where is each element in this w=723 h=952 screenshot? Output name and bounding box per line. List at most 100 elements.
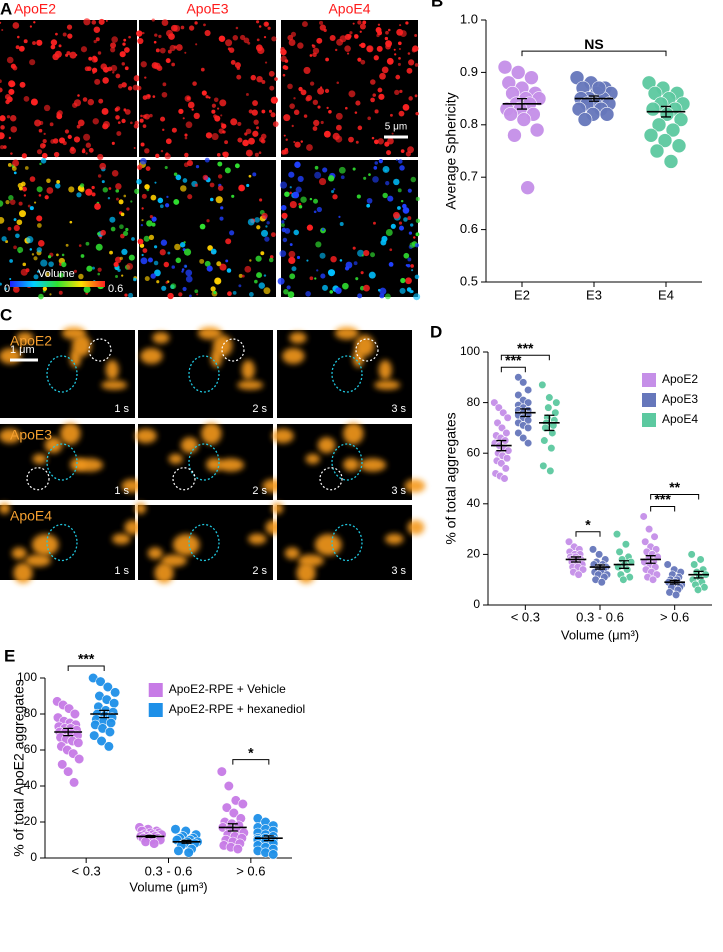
particle (410, 264, 414, 268)
particle (371, 136, 375, 140)
droplet (124, 520, 142, 535)
particle (234, 62, 241, 69)
x-tick-label: E3 (586, 287, 602, 302)
particle (335, 48, 338, 52)
particle (130, 200, 133, 203)
particle (305, 96, 311, 102)
particle (318, 177, 327, 186)
particle (119, 256, 123, 261)
droplet (217, 458, 245, 472)
scale-bar-label: 5 μm (385, 122, 407, 133)
particle (400, 149, 405, 153)
particle (140, 61, 147, 68)
particle (72, 102, 78, 108)
particle (180, 185, 187, 192)
particle (368, 271, 376, 279)
droplet (147, 547, 163, 560)
droplet (11, 547, 27, 560)
time-label: 1 s (114, 485, 129, 497)
significance-label: *** (654, 491, 671, 507)
particle (253, 119, 259, 125)
particle (323, 130, 331, 138)
particle (381, 66, 389, 74)
particle (22, 186, 28, 192)
particle (85, 152, 88, 155)
particle (186, 160, 193, 167)
particle (152, 95, 156, 98)
particle (67, 134, 72, 139)
particle (137, 238, 144, 245)
particle (332, 132, 340, 140)
particle (4, 287, 8, 291)
data-point (591, 80, 607, 96)
particle (12, 286, 20, 293)
particle (10, 126, 18, 133)
particle (145, 166, 151, 171)
particle (69, 51, 77, 59)
data-point (503, 107, 518, 122)
particle (117, 121, 121, 124)
data-point (615, 547, 624, 556)
particle (182, 178, 188, 183)
particle (161, 19, 169, 26)
particle (280, 204, 287, 211)
particle (293, 229, 300, 236)
data-point (612, 530, 622, 539)
particle (136, 178, 142, 185)
particle (153, 40, 157, 44)
particle (154, 181, 157, 184)
particle (267, 26, 271, 30)
particle (105, 19, 108, 22)
particle (272, 121, 279, 127)
particle (242, 139, 249, 147)
particle (359, 23, 366, 30)
particle (83, 133, 91, 141)
particle (184, 51, 187, 54)
particle (141, 193, 147, 199)
particle (378, 159, 383, 164)
x-tick-label: E2 (514, 287, 530, 302)
particle (78, 244, 82, 247)
particle (19, 81, 26, 88)
particle (302, 21, 308, 28)
data-point (502, 454, 512, 463)
data-point (503, 413, 512, 422)
colorbar-title: Volume (38, 268, 75, 280)
particle (95, 243, 103, 251)
timelapse-image: 1 s (0, 422, 143, 500)
particle (128, 292, 134, 298)
particle (99, 162, 107, 170)
particle (386, 150, 392, 156)
particle (167, 251, 171, 255)
particle (140, 114, 143, 118)
particle (387, 137, 394, 145)
particle (83, 18, 91, 26)
particle (284, 227, 291, 234)
legend-swatch (148, 683, 163, 697)
data-point (671, 138, 687, 154)
particle (268, 257, 274, 263)
particle (161, 91, 168, 98)
particle (294, 161, 301, 168)
particle (283, 134, 286, 137)
particle (414, 94, 418, 98)
droplet (168, 453, 183, 464)
particle (329, 34, 336, 41)
particle (154, 33, 158, 37)
particle (348, 90, 356, 98)
data-point (619, 575, 628, 584)
particle (289, 186, 292, 189)
data-point (595, 550, 604, 559)
data-point (96, 735, 107, 747)
data-point (519, 378, 528, 387)
particle (52, 138, 59, 144)
legend-swatch (642, 393, 656, 407)
x-tick-label: < 0.3 (72, 863, 101, 878)
particle (248, 174, 252, 178)
particle (160, 149, 164, 153)
particle (97, 272, 100, 276)
particle (398, 221, 403, 225)
particle (123, 38, 127, 42)
particle (258, 25, 262, 28)
particle (312, 52, 317, 58)
